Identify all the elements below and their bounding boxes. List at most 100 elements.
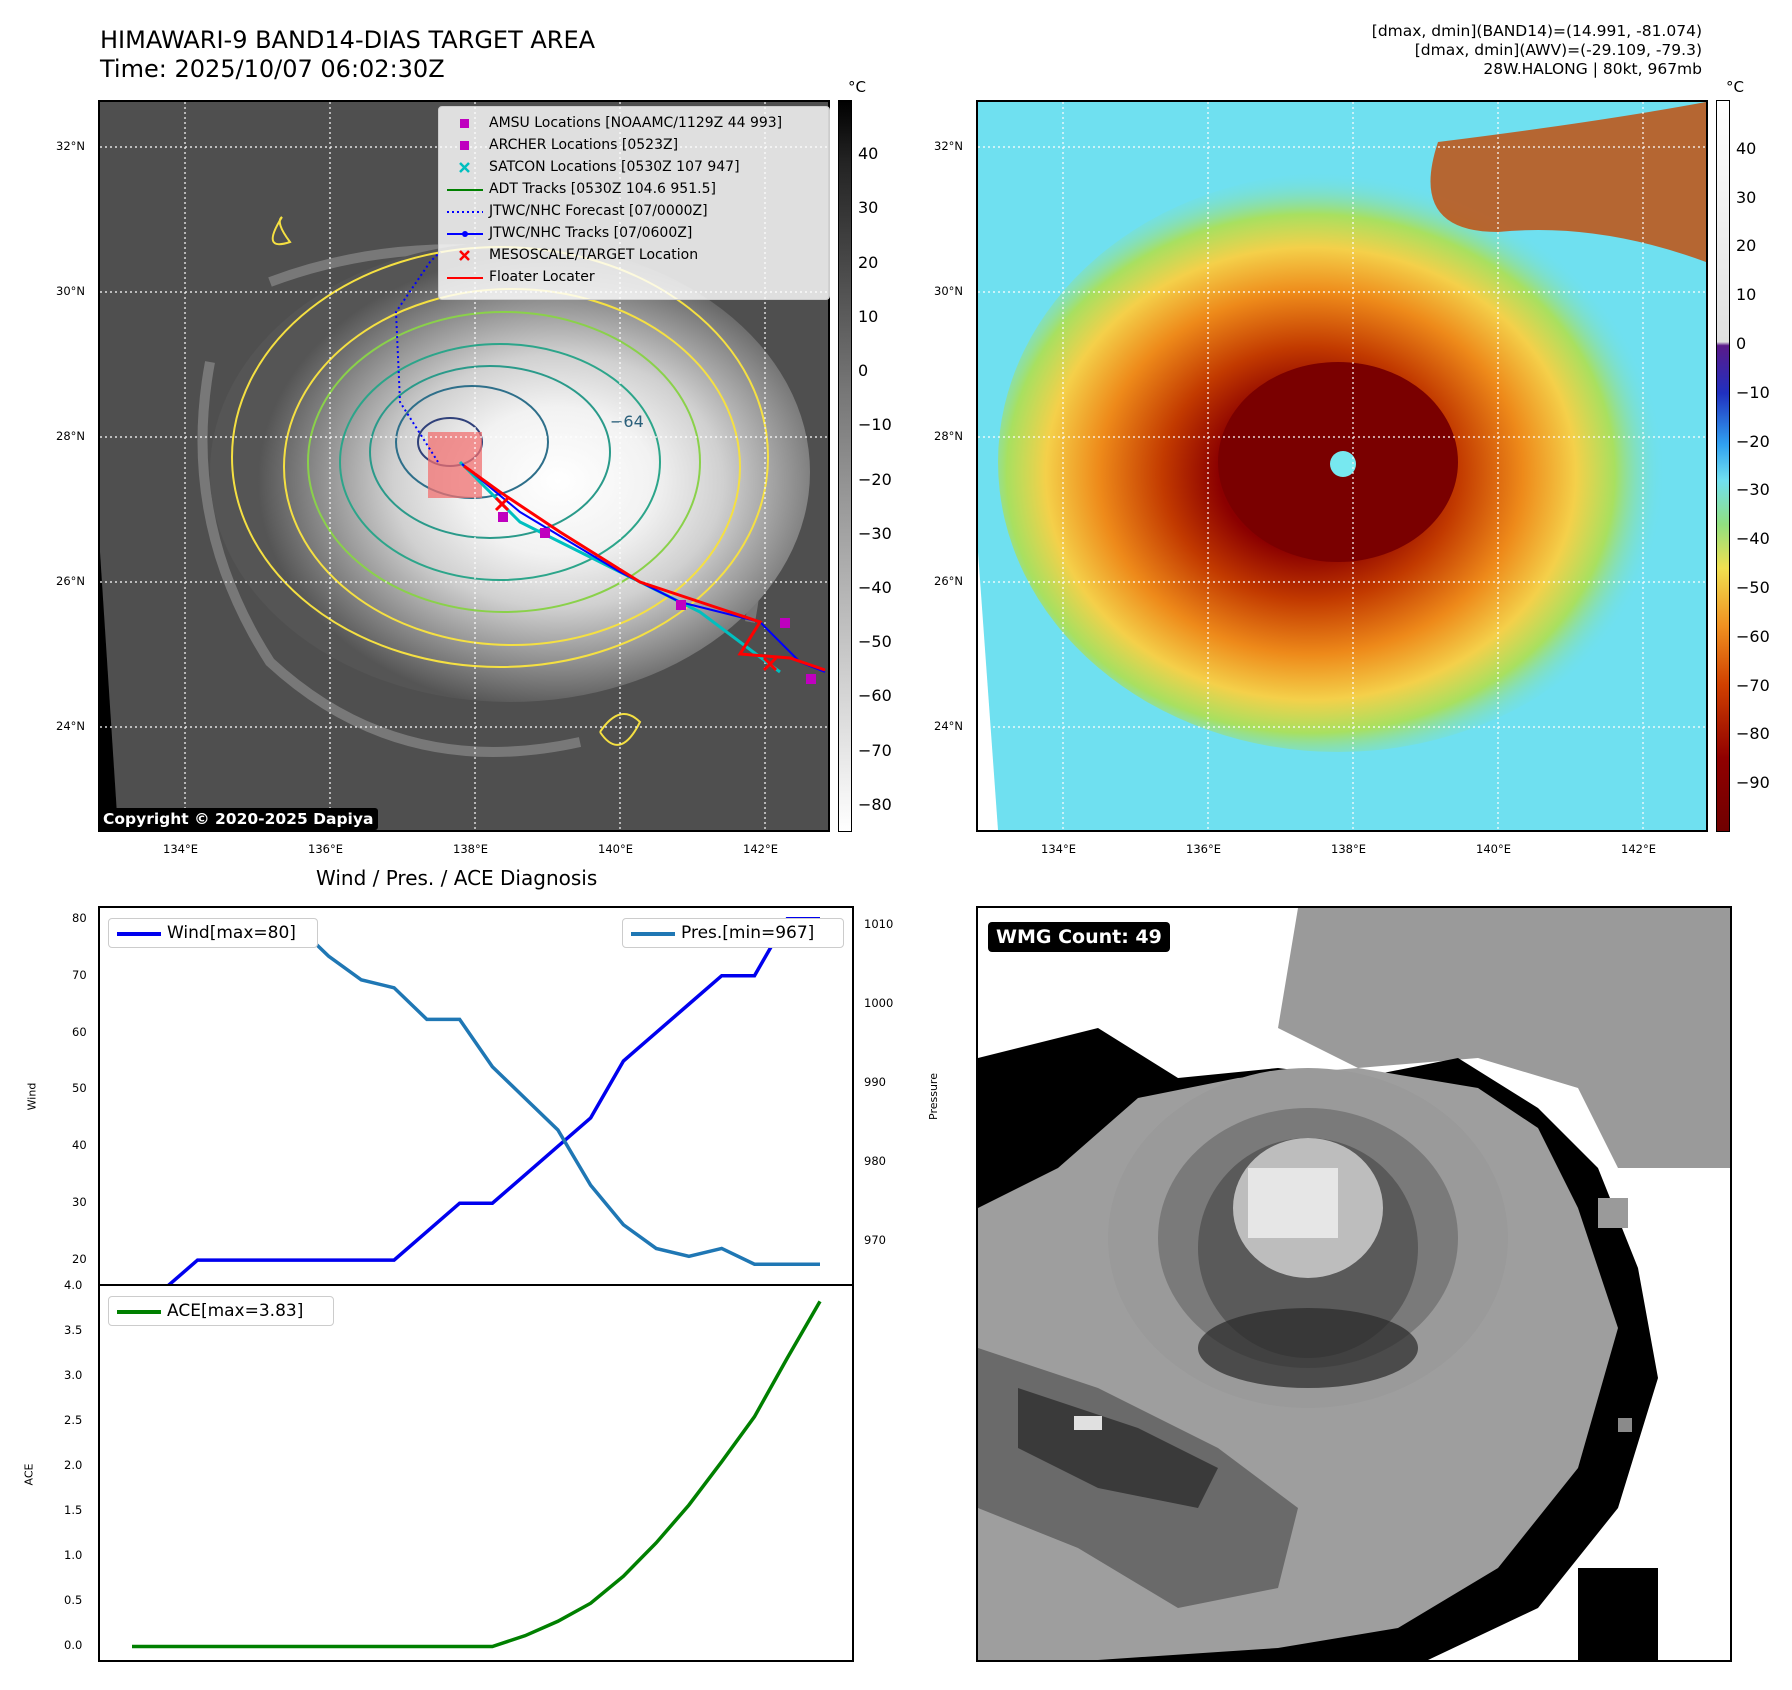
legend-adt: ADT Tracks [0530Z 104.6 951.5] xyxy=(447,181,716,197)
info-line-1: [dmax, dmin](BAND14)=(14.991, -81.074) xyxy=(1371,22,1702,40)
target-markers xyxy=(494,496,778,672)
wv-gridlines xyxy=(978,102,1706,830)
wv-lon-label: 140°E xyxy=(1476,842,1511,856)
wv-lat-label: 30°N xyxy=(934,284,963,298)
wv-colorbar-tick: −70 xyxy=(1736,675,1770,695)
wv-lat-label: 28°N xyxy=(934,429,963,443)
pressure-tick: 1010 xyxy=(864,916,894,931)
wv-lat-label: 26°N xyxy=(934,574,963,588)
ace-tick: 3.5 xyxy=(64,1323,83,1338)
diagnosis-title: Wind / Pres. / ACE Diagnosis xyxy=(316,866,598,890)
ir-cloud-mass xyxy=(210,242,810,702)
wv-lon-label: 138°E xyxy=(1331,842,1366,856)
wv-colorbar-tick: 30 xyxy=(1736,187,1757,207)
ir-colorbar-tick: 0 xyxy=(858,361,869,381)
wv-lon-label: 142°E xyxy=(1621,842,1656,856)
ace-tick: 1.0 xyxy=(64,1548,83,1563)
ace-axis-label: ACE xyxy=(22,1463,36,1486)
ir-colorbar xyxy=(838,100,852,832)
ir-colorbar-tick: 20 xyxy=(858,252,879,272)
ir-colorbar-tick: −20 xyxy=(858,469,892,489)
wv-lat-label: 24°N xyxy=(934,719,963,733)
ir-lon-label: 136°E xyxy=(308,842,343,856)
wv-eye xyxy=(1330,451,1356,477)
wv-colorbar-tick: −30 xyxy=(1736,480,1770,500)
floater-box xyxy=(428,432,482,498)
amsu-markers xyxy=(498,512,816,684)
ir-lat-label: 24°N xyxy=(56,719,85,733)
wv-image-panel xyxy=(976,100,1708,832)
ir-lat-label: 30°N xyxy=(56,284,85,298)
pressure-tick: 1000 xyxy=(864,995,894,1010)
ir-colorbar-tick: −40 xyxy=(858,578,892,597)
legend-satcon: SATCON Locations [0530Z 107 947] xyxy=(439,157,829,179)
wv-colorbar-tick: −10 xyxy=(1736,382,1770,402)
wv-lat-label: 32°N xyxy=(934,139,963,153)
ir-colorbar-unit: °C xyxy=(848,78,866,96)
contour-label: −64 xyxy=(610,412,644,431)
wv-lon-label: 136°E xyxy=(1186,842,1221,856)
forecast-track xyxy=(394,251,441,463)
legend-target: MESOSCALE/TARGET Location xyxy=(439,245,829,267)
ace-chart xyxy=(98,1284,854,1662)
wind-legend: Wind[max=80] xyxy=(108,918,318,948)
ace-tick: 1.5 xyxy=(64,1503,83,1518)
ir-lon-label: 140°E xyxy=(598,842,633,856)
pressure-tick: 990 xyxy=(864,1074,886,1089)
pressure-tick: 980 xyxy=(864,1153,886,1168)
pressure-line xyxy=(132,922,820,1267)
pressure-axis-label: Pressure xyxy=(926,1073,940,1120)
ace-tick: 3.0 xyxy=(64,1368,83,1383)
ir-legend: AMSU Locations [NOAAMC/1129Z 44 993] ARC… xyxy=(438,106,830,300)
pressure-legend: Pres.[min=967] xyxy=(622,918,844,948)
copyright-badge: Copyright © 2020-2025 Dapiya xyxy=(98,808,379,830)
ace-tick: 0.5 xyxy=(64,1593,83,1608)
ir-colorbar-tick: 40 xyxy=(858,144,879,164)
legend-jtwc: JTWC/NHC Tracks [07/0600Z] xyxy=(439,223,829,245)
wv-colorbar-tick: 10 xyxy=(1736,285,1757,305)
wind-tick: 70 xyxy=(72,967,87,982)
ir-lon-label: 138°E xyxy=(453,842,488,856)
ir-colorbar-tick: −30 xyxy=(858,523,892,543)
info-block: [dmax, dmin](BAND14)=(14.991, -81.074) [… xyxy=(1372,22,1702,79)
legend-archer: ARCHER Locations [0523Z] xyxy=(439,135,829,157)
wv-colorbar-tick: 40 xyxy=(1736,138,1757,158)
legend-amsu: AMSU Locations [NOAAMC/1129Z 44 993] xyxy=(439,113,829,135)
wv-colorbar-tick: −60 xyxy=(1736,626,1770,646)
ir-lat-label: 26°N xyxy=(56,574,85,588)
pressure-tick: 970 xyxy=(864,1232,886,1247)
wind-pressure-chart xyxy=(98,906,854,1286)
ace-tick: 2.5 xyxy=(64,1413,83,1428)
legend-forecast: JTWC/NHC Forecast [07/0000Z] xyxy=(447,203,708,219)
wv-colorbar-tick: 0 xyxy=(1736,334,1747,353)
ir-lon-label: 142°E xyxy=(743,842,778,856)
wind-tick: 20 xyxy=(72,1252,87,1267)
wmg-count-badge: WMG Count: 49 xyxy=(988,922,1170,952)
ace-line xyxy=(132,1300,822,1649)
wv-lon-label: 134°E xyxy=(1041,842,1076,856)
wv-colorbar-tick: 20 xyxy=(1736,236,1757,256)
ace-tick: 0.0 xyxy=(64,1638,83,1653)
wv-colorbar xyxy=(1716,100,1730,832)
legend-floater: Floater Locater xyxy=(447,269,595,285)
wv-colorbar-tick: −20 xyxy=(1736,431,1770,451)
ace-tick: 2.0 xyxy=(64,1458,83,1473)
title-line-2: Time: 2025/10/07 06:02:30Z xyxy=(100,55,445,83)
ir-lat-label: 32°N xyxy=(56,139,85,153)
ace-legend: ACE[max=3.83] xyxy=(108,1296,334,1326)
wv-colorbar-unit: °C xyxy=(1726,78,1744,96)
ir-colorbar-tick: −70 xyxy=(858,740,892,760)
wmg-image xyxy=(978,908,1730,1660)
ir-colorbar-tick: −10 xyxy=(858,415,892,435)
info-line-2: [dmax, dmin](AWV)=(-29.109, -79.3) xyxy=(1414,41,1702,59)
wind-tick: 40 xyxy=(72,1138,87,1153)
wind-tick: 80 xyxy=(72,910,87,925)
wv-colorbar-tick: −90 xyxy=(1736,773,1770,793)
wind-tick: 50 xyxy=(72,1081,87,1096)
wv-colorbar-tick: −80 xyxy=(1736,724,1770,744)
info-line-3: 28W.HALONG | 80kt, 967mb xyxy=(1483,60,1702,78)
wv-colorbar-tick: −50 xyxy=(1736,578,1770,597)
ir-colorbar-tick: 10 xyxy=(858,306,879,326)
ir-lat-label: 28°N xyxy=(56,429,85,443)
wind-tick: 60 xyxy=(72,1024,87,1039)
